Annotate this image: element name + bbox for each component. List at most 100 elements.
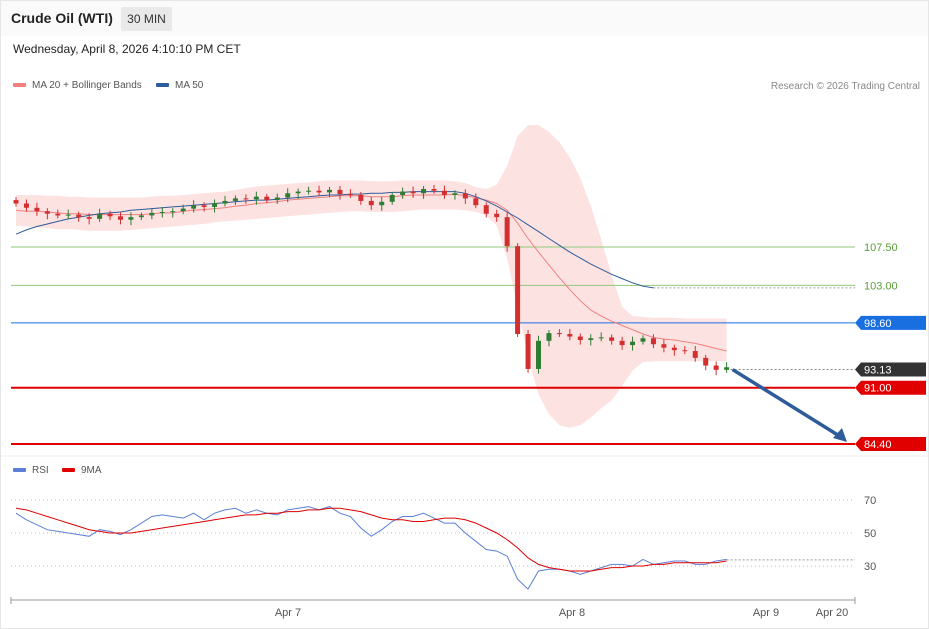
x-tick-label: Apr 8 [559, 607, 585, 619]
credit-text: Research © 2026 Trading Central [770, 81, 920, 92]
candle [44, 211, 50, 214]
candle [55, 213, 61, 216]
datetime-label: Wednesday, April 8, 2026 4:10:10 PM CET [13, 42, 241, 56]
candle [452, 193, 458, 195]
rsi-tick-label: 50 [864, 528, 876, 540]
candle [274, 197, 280, 201]
level-tag [855, 315, 926, 330]
forecast-arrow-line [731, 368, 842, 439]
candle [515, 246, 521, 334]
candle [431, 189, 437, 191]
legend-ma50: MA 50 [156, 80, 203, 91]
rsi-line [15, 506, 727, 590]
candle [107, 213, 113, 217]
x-tick-label: Apr 9 [753, 607, 779, 619]
candle [295, 191, 301, 194]
candle [264, 196, 270, 201]
candle [222, 200, 228, 204]
candle [389, 194, 395, 202]
legend-9ma: 9MA [62, 465, 102, 476]
candle [483, 205, 489, 214]
candle [609, 337, 615, 341]
candle [473, 198, 479, 206]
legend-rsi: RSI [13, 465, 49, 476]
candle [149, 212, 155, 216]
candle [232, 198, 238, 201]
candle [441, 190, 447, 195]
candle [337, 189, 343, 195]
candle [536, 340, 541, 369]
level-label: 91.00 [864, 383, 892, 395]
candle [494, 213, 500, 218]
candle [285, 193, 291, 198]
legend-swatch [13, 468, 26, 473]
candle [619, 340, 625, 346]
candle [650, 338, 656, 345]
legend-label: 9MA [81, 465, 102, 476]
forecast-arrow-head [833, 428, 847, 442]
bollinger-band [16, 125, 727, 428]
candle [138, 215, 144, 218]
candle [86, 217, 92, 219]
rsi-tick-label: 30 [864, 561, 876, 573]
legend-label: MA 50 [175, 80, 204, 91]
candle [556, 333, 562, 335]
level-label: 98.60 [864, 318, 892, 330]
candle [724, 367, 730, 370]
candle [13, 200, 19, 204]
candle [598, 337, 604, 339]
legend-label: MA 20 + Bollinger Bands [32, 80, 142, 91]
x-tick-label: Apr 7 [275, 607, 301, 619]
candle [368, 200, 374, 206]
candle [525, 333, 531, 369]
legend-swatch [13, 83, 26, 88]
ma20-line [15, 193, 727, 352]
level-label: 103.00 [864, 280, 898, 292]
rsi-tick-label: 70 [864, 495, 876, 507]
level-tag [855, 437, 926, 451]
candle [180, 208, 186, 212]
candle [567, 333, 573, 337]
candle [76, 214, 82, 218]
candle [253, 196, 259, 200]
candle [212, 203, 218, 207]
candle [23, 203, 29, 208]
candle [159, 212, 165, 214]
candle [65, 214, 71, 216]
candle [347, 194, 353, 196]
candle [191, 205, 197, 209]
candle [379, 201, 385, 206]
candle [692, 351, 698, 358]
candle [546, 333, 552, 341]
candle [400, 191, 406, 195]
candle [421, 189, 427, 194]
candle [34, 207, 40, 212]
candle [462, 193, 468, 199]
legend-ma20: MA 20 + Bollinger Bands [13, 80, 142, 91]
candle [128, 217, 134, 220]
level-label: 107.50 [864, 242, 898, 254]
candle [201, 205, 207, 207]
candle [170, 211, 176, 213]
timeframe-button[interactable]: 30 MIN [121, 7, 172, 31]
candle [327, 189, 332, 193]
legend-label: RSI [32, 465, 49, 476]
candle [577, 336, 583, 340]
candle [640, 338, 646, 342]
candle [703, 357, 709, 366]
rsi-ma9-line [15, 507, 727, 572]
candle [358, 194, 364, 201]
candle [504, 217, 510, 247]
ma50-line [15, 191, 654, 289]
level-label: 93.13 [864, 365, 892, 377]
instrument-title: Crude Oil (WTI) [11, 10, 113, 26]
candle [661, 344, 667, 348]
level-tag [855, 362, 926, 377]
candle [316, 190, 322, 193]
legend-swatch [156, 83, 169, 88]
legend-swatch [62, 468, 75, 473]
level-tag [855, 380, 926, 395]
candle [118, 216, 123, 220]
level-label: 84.40 [864, 439, 892, 451]
